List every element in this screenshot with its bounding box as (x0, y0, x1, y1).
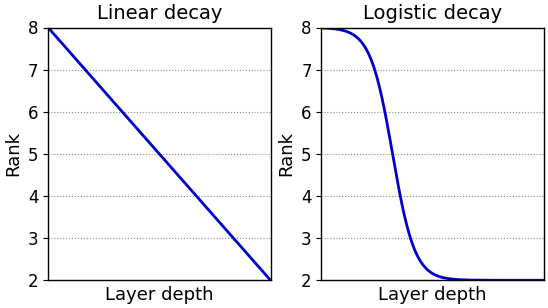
Y-axis label: Rank: Rank (277, 132, 295, 176)
Title: Logistic decay: Logistic decay (363, 4, 502, 23)
Y-axis label: Rank: Rank (4, 132, 22, 176)
X-axis label: Layer depth: Layer depth (378, 286, 487, 304)
Title: Linear decay: Linear decay (96, 4, 222, 23)
X-axis label: Layer depth: Layer depth (105, 286, 214, 304)
